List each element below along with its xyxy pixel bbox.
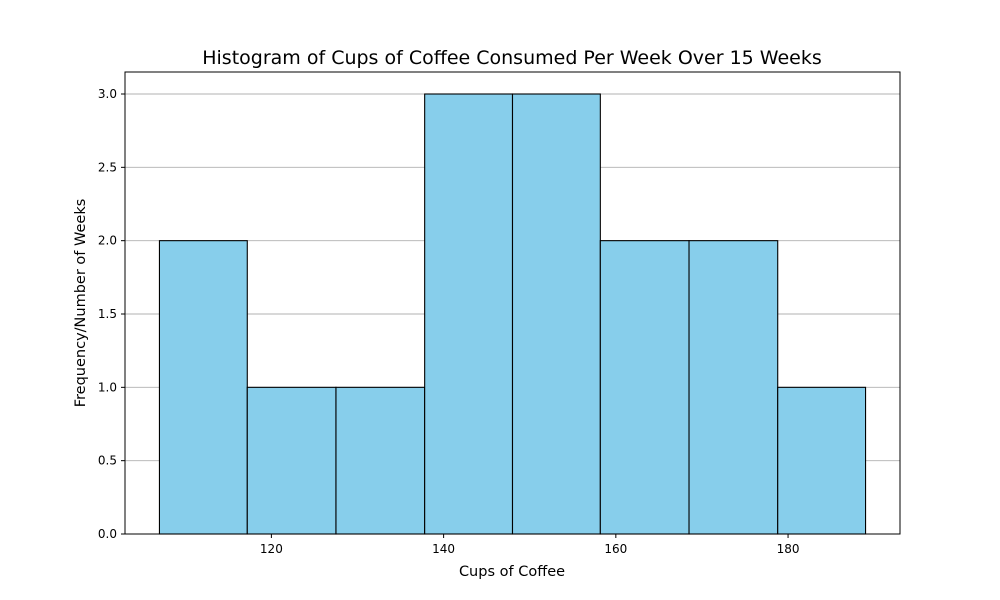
y-tick-label: 2.5 <box>98 160 117 174</box>
histogram-bar-5 <box>511 93 601 535</box>
chart-title: Histogram of Cups of Coffee Consumed Per… <box>202 47 822 69</box>
y-tick-label: 0.5 <box>98 454 117 468</box>
x-tick-label: 140 <box>432 542 455 556</box>
y-axis-label: Frequency/Number of Weeks <box>73 199 89 408</box>
x-tick-label: 120 <box>260 542 283 556</box>
histogram-bar-8 <box>777 386 867 535</box>
histogram-bar-2 <box>246 386 337 535</box>
y-tick-label: 1.0 <box>98 380 117 394</box>
histogram-bar-6 <box>599 240 690 535</box>
histogram-bar-7 <box>688 240 779 535</box>
plot-frame <box>124 71 901 535</box>
x-tick-label: 160 <box>604 542 627 556</box>
x-axis-label: Cups of Coffee <box>459 564 565 580</box>
histogram-bar-1 <box>158 240 248 535</box>
y-tick-label: 2.0 <box>98 234 117 248</box>
histogram-bar-4 <box>424 93 514 535</box>
y-tick-label: 1.5 <box>98 307 117 321</box>
x-axis-ticks: 120 140 160 180 <box>260 534 800 556</box>
histogram-bar-3 <box>335 386 426 535</box>
histogram-bars <box>158 93 867 535</box>
y-axis-ticks: 0.0 0.5 1.0 1.5 2.0 2.5 3.0 <box>98 87 125 541</box>
y-tick-label: 3.0 <box>98 87 117 101</box>
x-tick-label: 180 <box>777 542 800 556</box>
y-tick-label: 0.0 <box>98 527 117 541</box>
